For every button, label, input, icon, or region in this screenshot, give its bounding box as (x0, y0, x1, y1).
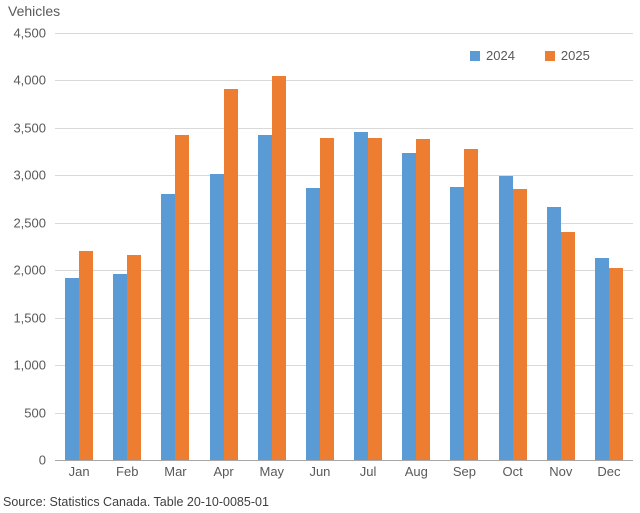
bar-2024-aug (402, 152, 417, 460)
bar-group-mar (151, 33, 199, 460)
gridline (55, 317, 633, 319)
bar-2025-apr (223, 89, 238, 460)
y-tick-label: 2,000 (13, 262, 46, 278)
bar-group-sep (440, 33, 488, 460)
x-tick-label: Aug (404, 464, 428, 479)
bar-2024-sep (450, 186, 465, 460)
bar-2024-dec (594, 257, 609, 460)
legend-swatch-icon (544, 50, 555, 61)
x-tick-label: Jun (309, 464, 331, 479)
bar-group-jun (296, 33, 344, 460)
bar-group-feb (103, 33, 151, 460)
bar-group-may (248, 33, 296, 460)
x-tick-label: May (259, 464, 285, 479)
gridline (55, 175, 633, 177)
bar-group-nov (537, 33, 585, 460)
x-axis-line (55, 460, 633, 461)
bar-group-dec (585, 33, 633, 460)
y-tick-label: 4,500 (13, 25, 46, 41)
bar-group-apr (200, 33, 248, 460)
bar-2024-apr (209, 174, 224, 460)
bar-2025-jan (79, 251, 94, 460)
source-note: Source: Statistics Canada. Table 20-10-0… (3, 495, 269, 509)
x-tick-label: Dec (597, 464, 621, 479)
bar-2024-oct (498, 176, 513, 460)
bar-2024-nov (546, 206, 561, 460)
gridline (55, 412, 633, 414)
y-tick-label: 3,500 (13, 120, 46, 136)
bar-group-jul (344, 33, 392, 460)
bar-2024-mar (161, 194, 176, 460)
x-axis: Jan Feb Mar Apr May Jun Jul Aug Sep Oct Nov Dec (55, 464, 633, 479)
bar-groups (55, 33, 633, 460)
chart-title: Vehicles (8, 3, 61, 19)
bar-2024-jan (65, 277, 80, 460)
bar-group-oct (489, 33, 537, 460)
bar-2025-jul (368, 138, 383, 460)
y-tick-label: 1,000 (13, 357, 46, 373)
bar-2024-jul (354, 131, 369, 460)
plot-area (55, 33, 633, 461)
bar-2025-nov (560, 232, 575, 460)
y-tick-label: 2,500 (13, 215, 46, 231)
y-tick-label: 500 (24, 405, 46, 421)
bar-2025-jun (319, 138, 334, 460)
bar-2025-dec (608, 268, 623, 460)
bar-2025-may (271, 75, 286, 460)
gridline (55, 127, 633, 129)
y-axis: 0 500 1,000 1,500 2,000 2,500 3,000 3,500 4,000 4… (0, 26, 46, 468)
x-tick-label: Jan (68, 464, 90, 479)
bar-2025-feb (127, 255, 142, 460)
bar-2024-jun (305, 187, 320, 460)
legend-label: 2024 (486, 48, 515, 63)
bar-2025-sep (464, 148, 479, 460)
bar-2025-aug (416, 139, 431, 460)
y-tick-label: 0 (38, 452, 46, 468)
legend-item-2025: 2025 (544, 48, 590, 63)
gridline (55, 80, 633, 82)
legend-swatch-icon (470, 50, 480, 61)
legend-item-2024: 2024 (470, 48, 515, 63)
bar-2025-mar (175, 135, 190, 460)
legend-label: 2025 (560, 48, 590, 63)
x-tick-label: Apr (213, 464, 234, 479)
bar-2025-oct (512, 188, 527, 460)
x-tick-label: Jul (359, 464, 377, 479)
legend: 2024 2025 (470, 48, 590, 63)
gridline (55, 33, 633, 34)
y-tick-label: 3,000 (13, 167, 46, 183)
y-tick-label: 4,000 (13, 72, 46, 88)
gridline (55, 270, 633, 272)
x-tick-label: Mar (164, 464, 187, 479)
gridline (55, 365, 633, 367)
y-tick-label: 1,500 (13, 310, 46, 326)
x-tick-label: Feb (116, 464, 139, 479)
bar-group-jan (55, 33, 103, 460)
bar-2024-may (257, 134, 272, 460)
x-tick-label: Nov (549, 464, 573, 479)
x-tick-label: Sep (452, 464, 477, 479)
bar-2024-feb (113, 274, 128, 460)
bar-group-aug (392, 33, 440, 460)
gridline (55, 222, 633, 224)
x-tick-label: Oct (502, 464, 523, 479)
